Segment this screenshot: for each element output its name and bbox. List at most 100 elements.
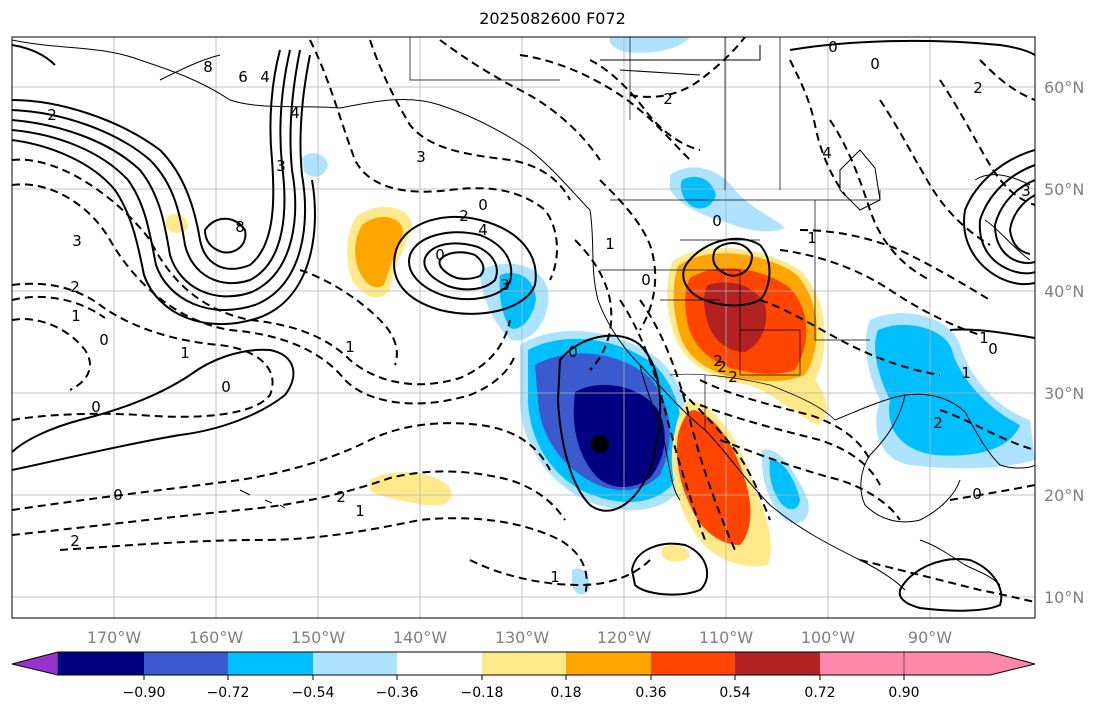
colorbar: −0.90 −0.72 −0.54 −0.36 −0.18 0.18 0.36 … [11,651,1036,701]
lat-label: 60°N [1044,78,1084,97]
contour-label: 2 [47,106,57,124]
colorbar-tick-label: 0.72 [804,685,835,701]
colorbar-segment [228,652,313,675]
colorbar-tick-label: −0.90 [123,685,166,701]
colorbar-outline [11,651,1036,676]
contour-label: 6 [238,68,248,86]
contour-label: 2 [973,79,983,97]
colorbar-tick-labels: −0.90 −0.72 −0.54 −0.36 −0.18 0.18 0.36 … [123,685,920,701]
colorbar-ticks [143,675,905,680]
lat-label: 50°N [1044,180,1084,199]
lon-label: 140°W [393,628,448,647]
negative-anomaly-small [302,153,328,177]
colorbar-tick-label: −0.36 [376,685,419,701]
contour-label: 2 [933,414,943,432]
colorbar-segment [58,652,144,675]
contour-label: 4 [822,144,832,162]
colorbar-tick-label: 0.18 [550,685,581,701]
contour-label: 2 [663,90,673,108]
contour-label: 0 [972,485,982,503]
lon-label: 110°W [699,628,754,647]
solid-contours [12,39,1035,612]
colorbar-segment [397,652,482,675]
lat-label: 40°N [1044,282,1084,301]
contour-label: 3 [72,232,82,250]
colorbar-segment [482,652,566,675]
contour-label: 3 [500,276,510,294]
negative-anomaly-canada-inner [680,176,716,209]
contour-label: 1 [355,502,365,520]
contour-label: 2 [713,352,723,370]
latitude-labels: 60°N 50°N 40°N 30°N 20°N 10°N [1044,78,1084,607]
contour-label: 3 [416,148,426,166]
positive-anomaly-hawaii [370,472,452,506]
contour-label: 1 [345,338,355,356]
colorbar-extend-min [11,651,59,676]
colorbar-segment [820,652,904,675]
dashed-contours [12,37,1035,603]
contour-label: 2 [459,207,469,225]
contour-label: 3 [1021,182,1031,200]
colorbar-tick-label: 0.90 [888,685,919,701]
colorbar-segments [58,652,904,675]
contour-label: 4 [260,68,270,86]
negative-anomaly-pacific-nw-inner [499,272,536,329]
contour-label: 1 [71,307,81,325]
lon-label: 90°W [908,628,952,647]
negative-anomaly-gulf [875,324,1020,456]
contour-label: 0 [641,271,651,289]
negative-anomaly-mexico-pac-inner [769,459,800,510]
low-center-marker [591,435,609,453]
contour-label: 0 [435,246,445,264]
lon-label: 160°W [189,628,244,647]
contour-label: 1 [961,364,971,382]
contour-label: 0 [91,398,101,416]
map-title: 2025082600 F072 [479,9,626,28]
colorbar-tick-label: −0.18 [461,685,504,701]
contour-label: 2 [728,368,738,386]
contour-label: 1 [979,329,989,347]
colorbar-tick-label: 0.36 [635,685,666,701]
positive-anomaly-small [662,544,690,562]
contour-label: 2 [70,278,80,296]
contour-label: 1 [180,344,190,362]
contour-label: 0 [988,340,998,358]
colorbar-tick-label: 0.54 [719,685,750,701]
lon-label: 150°W [291,628,346,647]
contour-label: 0 [99,331,109,349]
colorbar-segment [313,652,397,675]
contour-label: 4 [478,221,488,239]
negative-anomaly-core [573,384,665,488]
colorbar-segment [566,652,651,675]
colorbar-segment [735,652,820,675]
contour-label: 2 [717,358,727,376]
contour-label: 0 [712,212,722,230]
longitude-labels: 170°W 160°W 150°W 140°W 130°W 120°W 110°… [87,628,952,647]
contour-label: 8 [235,218,245,236]
contour-label: 0 [568,343,578,361]
lat-label: 10°N [1044,588,1084,607]
contour-label: 1 [807,229,817,247]
graticule [12,37,1035,618]
contour-label: 0 [828,38,838,56]
contour-label: 2 [70,532,80,550]
colorbar-tick-label: −0.54 [292,685,335,701]
coastlines [12,39,1035,591]
contour-label: 2 [336,488,346,506]
map-frame [11,36,1036,619]
map-layers [12,37,1035,618]
colorbar-segment [144,652,228,675]
contour-label: 0 [221,378,231,396]
colorbar-extend-max [903,651,1036,676]
contour-label: 4 [290,104,300,122]
contour-label: 0 [478,196,488,214]
contour-label: 0 [113,486,123,504]
negative-anomaly-top [609,37,690,53]
colorbar-segment [651,652,735,675]
shaded-field [166,37,1035,595]
positive-anomaly-offshore-inner [355,216,403,288]
contour-label: 0 [870,55,880,73]
contour-labels: 8 6 4 2 0 2 3 2 1 0 1 0 3 0 2 1 2 0 1 0 … [47,38,1031,586]
lon-label: 170°W [87,628,142,647]
